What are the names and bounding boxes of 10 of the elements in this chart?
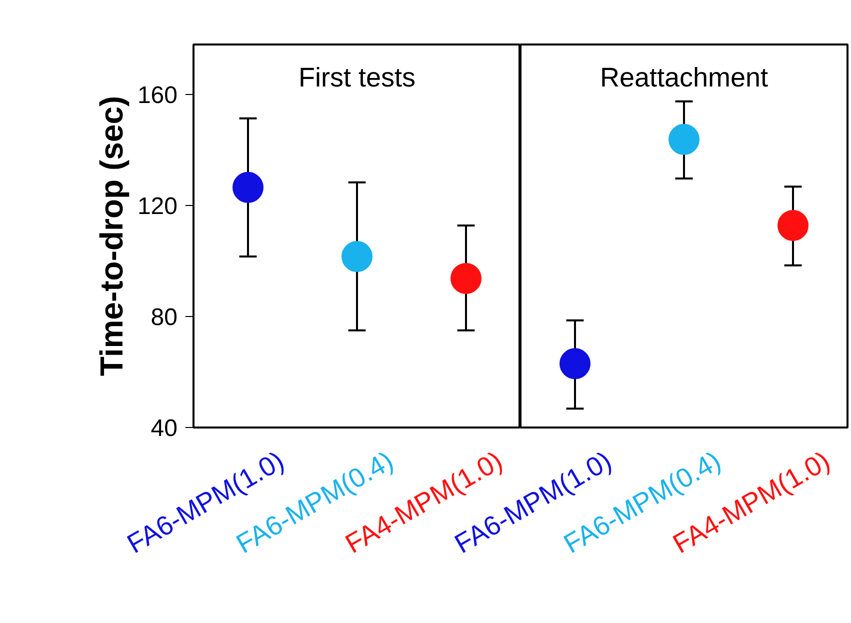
y-tick-label: 80 <box>150 304 178 331</box>
point <box>342 241 372 272</box>
annotation: First tests <box>298 62 416 92</box>
annotation: Reattachment <box>600 62 769 92</box>
y-tick-label: 160 <box>137 82 178 109</box>
y-tick-label: 40 <box>150 415 178 442</box>
y-tick-label: 120 <box>137 192 178 220</box>
point <box>232 172 264 203</box>
y-axis-title: Time-to-drop (sec) <box>93 96 130 376</box>
point <box>450 262 482 294</box>
